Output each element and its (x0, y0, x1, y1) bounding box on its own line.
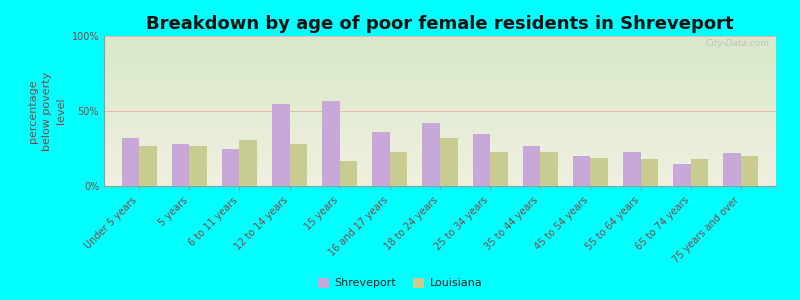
Bar (172, 144, 190, 186)
Bar (473, 134, 490, 186)
Bar (741, 156, 758, 186)
Bar (340, 160, 358, 186)
Bar (390, 152, 407, 186)
Bar (222, 148, 239, 186)
Bar (540, 152, 558, 186)
Y-axis label: percentage
below poverty
level: percentage below poverty level (28, 71, 66, 151)
Legend: Shreveport, Louisiana: Shreveport, Louisiana (318, 278, 482, 288)
Bar (623, 152, 641, 186)
Bar (522, 146, 540, 186)
Bar (239, 140, 257, 186)
Bar (139, 146, 157, 186)
Bar (122, 138, 139, 186)
Bar (322, 100, 340, 186)
Bar (573, 156, 590, 186)
Bar (290, 144, 307, 186)
Text: City-Data.com: City-Data.com (706, 39, 770, 48)
Bar (641, 159, 658, 186)
Bar (673, 164, 690, 186)
Bar (490, 152, 508, 186)
Bar (440, 138, 458, 186)
Bar (422, 123, 440, 186)
Title: Breakdown by age of poor female residents in Shreveport: Breakdown by age of poor female resident… (146, 15, 734, 33)
Bar (272, 103, 290, 186)
Bar (723, 153, 741, 186)
Bar (190, 146, 207, 186)
Bar (372, 132, 390, 186)
Bar (590, 158, 608, 186)
Bar (690, 159, 708, 186)
